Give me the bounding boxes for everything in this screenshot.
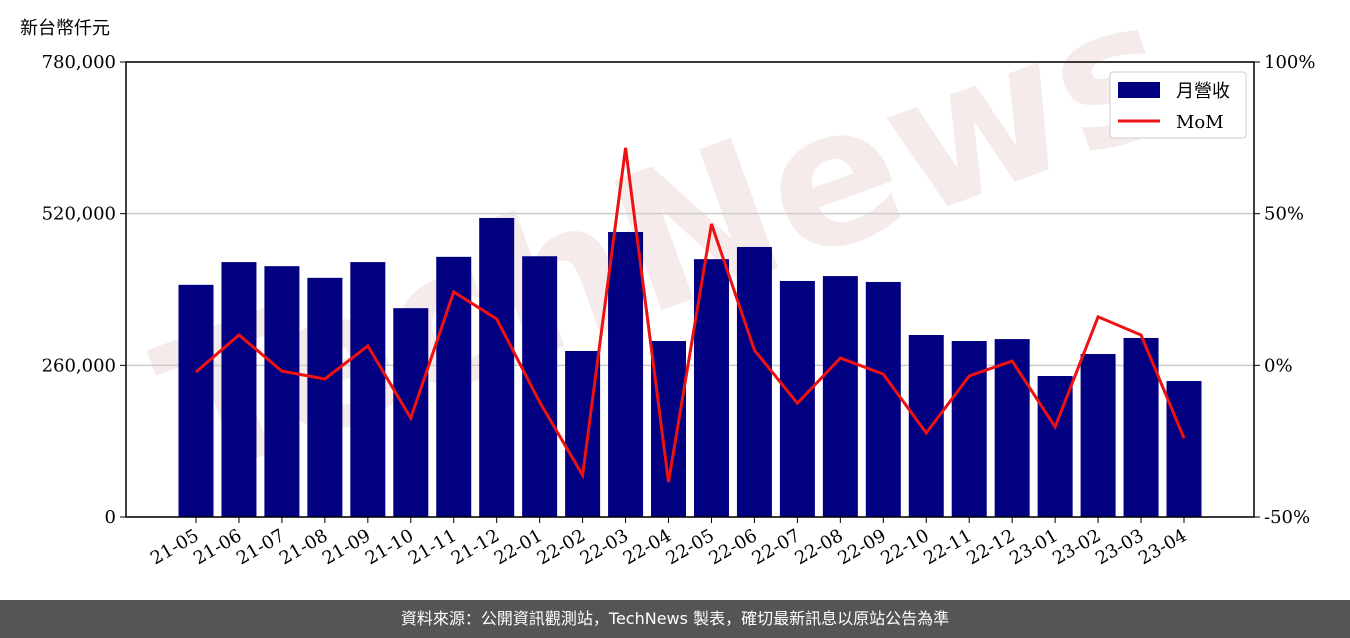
x-tick-label: 21-05: [147, 525, 202, 569]
y-tick-label: 260,000: [42, 355, 116, 376]
bar: [736, 246, 772, 517]
bar: [1123, 337, 1159, 517]
chart: 新台幣仟元 TechNews 0260,000520,000780,000-50…: [20, 0, 1315, 569]
bar: [951, 341, 987, 517]
bar: [908, 335, 944, 517]
footer: 資料來源：公開資訊觀測站，TechNews 製表，確切最新訊息以原站公告為準: [0, 600, 1350, 638]
legend-swatch: [1118, 82, 1160, 98]
x-tick-label: 23-04: [1135, 525, 1190, 569]
x-tick-label: 21-10: [362, 525, 417, 569]
mom-line: [195, 147, 1186, 483]
x-tick-label: 22-09: [834, 525, 889, 569]
x-tick-label: 23-03: [1092, 525, 1147, 569]
x-tick-label: 21-06: [190, 525, 245, 569]
bar: [779, 280, 815, 517]
bar: [608, 231, 644, 517]
x-tick-label: 22-01: [491, 525, 546, 569]
x-tick-label: 22-10: [877, 525, 932, 569]
bar: [994, 339, 1030, 517]
bar: [651, 341, 687, 517]
y2-tick-label: 50%: [1264, 204, 1304, 225]
x-tick-label: 21-08: [276, 525, 331, 569]
x-tick-label: 22-06: [705, 525, 760, 569]
x-tick-label: 22-05: [663, 525, 718, 569]
bar: [1080, 354, 1116, 517]
x-tick-label: 23-01: [1006, 525, 1061, 569]
legend-label: MoM: [1176, 112, 1224, 133]
x-tick-label: 23-02: [1049, 525, 1104, 569]
x-tick-label: 21-12: [448, 525, 503, 569]
y-tick-label: 780,000: [42, 52, 116, 73]
x-tick-label: 22-02: [534, 525, 589, 569]
plot-frame: [125, 61, 1255, 518]
bar: [522, 256, 558, 517]
bar: [221, 262, 257, 517]
y2-tick-label: 0%: [1264, 355, 1293, 376]
bar: [178, 284, 214, 517]
legend-label: 月營收: [1176, 81, 1230, 102]
x-tick-label: 21-07: [233, 525, 288, 569]
unit-label: 新台幣仟元: [20, 18, 110, 39]
x-tick-label: 22-12: [963, 525, 1018, 569]
y-tick-label: 0: [105, 507, 116, 528]
bar: [264, 266, 300, 517]
bar: [865, 281, 901, 517]
bar: [479, 217, 515, 517]
bar: [1166, 381, 1202, 517]
y2-tick-label: 100%: [1264, 52, 1315, 73]
bar: [822, 276, 858, 517]
x-tick-label: 22-11: [920, 525, 975, 569]
x-tick-label: 22-03: [577, 525, 632, 569]
y-tick-label: 520,000: [42, 204, 116, 225]
x-tick-label: 22-07: [748, 525, 803, 569]
x-tick-label: 22-04: [620, 525, 675, 569]
x-tick-label: 21-11: [405, 525, 460, 569]
bar: [393, 308, 429, 517]
x-tick-label: 22-08: [791, 525, 846, 569]
bar: [307, 277, 343, 517]
bar: [350, 262, 386, 517]
y2-tick-label: -50%: [1264, 507, 1310, 528]
x-tick-label: 21-09: [319, 525, 374, 569]
